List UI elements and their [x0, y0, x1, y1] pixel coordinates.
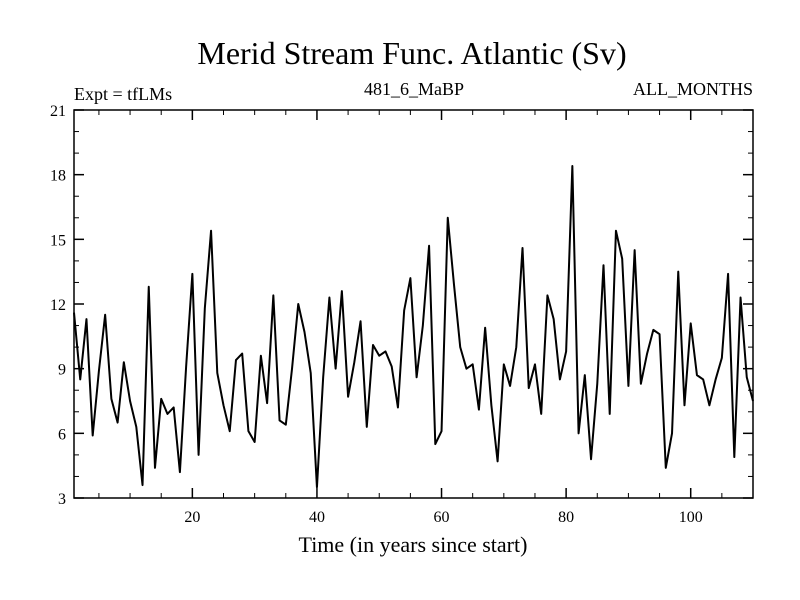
x-tick-label: 20 [184, 509, 200, 526]
chart-title: Merid Stream Func. Atlantic (Sv) [197, 35, 626, 71]
y-tick-label: 12 [50, 297, 66, 314]
y-tick-label: 15 [50, 232, 66, 249]
x-tick-label: 80 [558, 509, 574, 526]
y-tick-label: 6 [58, 426, 66, 443]
x-tick-label: 100 [679, 509, 703, 526]
y-tick-label: 18 [50, 168, 66, 185]
x-tick-label: 40 [309, 509, 325, 526]
x-tick-label: 60 [434, 509, 450, 526]
y-tick-label: 21 [50, 103, 66, 120]
series-line [73, 165, 754, 489]
subtitle-right: ALL_MONTHS [633, 79, 753, 99]
x-axis-label: Time (in years since start) [299, 532, 528, 557]
y-tick-label: 3 [58, 491, 66, 508]
subtitle-center: 481_6_MaBP [364, 79, 464, 99]
subtitle-left: Expt = tfLMs [74, 84, 172, 104]
plot-frame [73, 109, 754, 499]
y-tick-label: 9 [58, 362, 66, 379]
axis-tick-labels: 3 6 9 12 15 18 21 20 40 60 80 100 [50, 103, 703, 526]
